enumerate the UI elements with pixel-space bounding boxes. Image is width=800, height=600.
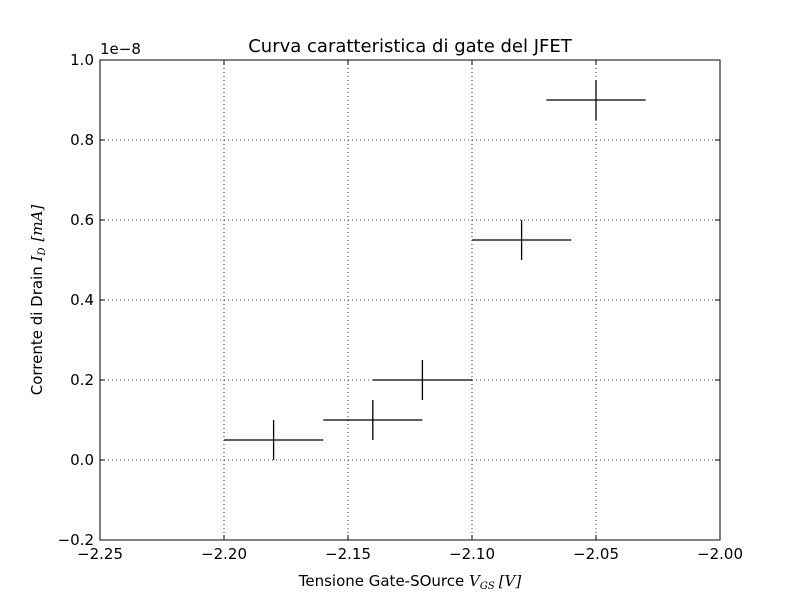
x-tick-label: −2.10	[449, 545, 495, 563]
y-tick-label: 0.6	[70, 211, 94, 229]
y-offset-text: 1e−8	[100, 40, 141, 58]
x-axis-label: Tensione Gate-SOurce VGS [V]	[298, 572, 522, 592]
x-axis-label-unit: [V]	[499, 572, 522, 590]
x-axis-label-text: Tensione Gate-SOurce	[298, 572, 469, 590]
data-point	[323, 400, 423, 440]
x-tick-label: −2.00	[697, 545, 743, 563]
y-tick-label: 0.0	[70, 451, 94, 469]
data-point	[472, 220, 572, 260]
y-tick-label: 0.8	[70, 131, 94, 149]
ticks: −2.25 −2.20 −2.15 −2.10 −2.05 −2.00 −0.2 0.0 0.2…	[58, 51, 743, 563]
data-points	[224, 80, 646, 460]
y-axis-label-var: I	[28, 254, 46, 262]
grid	[100, 60, 720, 540]
x-axis-label-sub: GS	[480, 581, 495, 592]
data-point	[372, 360, 472, 400]
y-tick-label: 0.2	[70, 371, 94, 389]
y-axis-label-sub: D	[37, 247, 48, 256]
x-tick-label: −2.15	[325, 545, 371, 563]
y-tick-label: 0.4	[70, 291, 94, 309]
y-axis-label-text: Corrente di Drain	[28, 261, 46, 395]
data-point	[224, 420, 324, 460]
x-tick-label: −2.05	[573, 545, 619, 563]
x-tick-label: −2.25	[77, 545, 123, 563]
y-tick-label: −0.2	[58, 531, 94, 549]
x-axis-label-var: V	[469, 572, 482, 590]
y-axis-label: Corrente di Drain ID [mA]	[28, 205, 48, 396]
y-axis-label-unit: [mA]	[28, 205, 46, 242]
x-tick-label: −2.20	[201, 545, 247, 563]
y-tick-label: 1.0	[70, 51, 94, 69]
data-point	[546, 80, 646, 120]
chart-title: Curva caratteristica di gate del JFET	[248, 36, 573, 57]
